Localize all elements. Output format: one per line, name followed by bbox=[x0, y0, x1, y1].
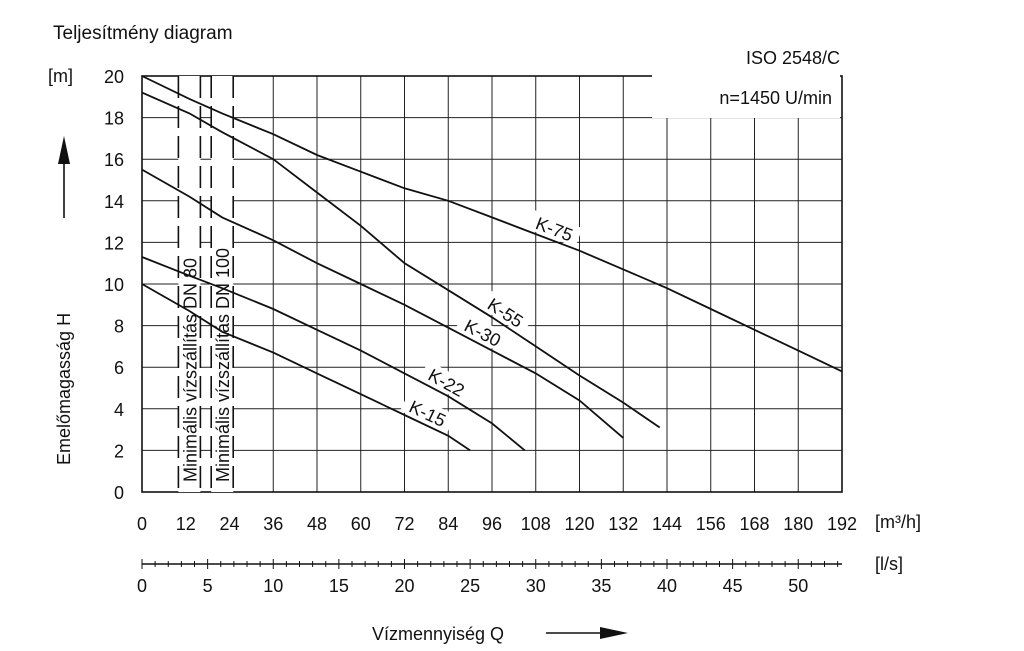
y-tick-label: 16 bbox=[104, 150, 124, 170]
x-tick-label: 108 bbox=[521, 514, 551, 534]
series-line-k-15 bbox=[141, 283, 471, 452]
x-tick-label: 120 bbox=[564, 514, 594, 534]
y-unit-label: [m] bbox=[48, 66, 73, 86]
x2-tick-label: 50 bbox=[788, 576, 808, 596]
y-tick-label: 0 bbox=[114, 483, 124, 503]
y-tick-labels: 0 2 4 6 8 10 12 14 16 18 20 bbox=[104, 67, 124, 503]
min-flow-band bbox=[178, 76, 201, 492]
y-tick-label: 10 bbox=[104, 275, 124, 295]
x-tick-label: 60 bbox=[351, 514, 371, 534]
x-tick-label: 0 bbox=[137, 514, 147, 534]
y-tick-label: 2 bbox=[114, 441, 124, 461]
y-tick-label: 8 bbox=[114, 317, 124, 337]
series-labels: K-75K-55K-30K-22K-15 bbox=[400, 209, 583, 434]
standard-annotation: ISO 2548/C bbox=[746, 48, 840, 68]
x2-tick-label: 40 bbox=[657, 576, 677, 596]
x-tick-label: 192 bbox=[827, 514, 857, 534]
series-line-k-75 bbox=[141, 75, 843, 373]
series-label-bg bbox=[419, 360, 475, 404]
x-tick-label: 156 bbox=[696, 514, 726, 534]
x-tick-label: 168 bbox=[739, 514, 769, 534]
min-flow-band bbox=[211, 76, 234, 492]
min-flow-markers: Minimális vízszállítás DN 80 Minimális ví… bbox=[177, 76, 235, 492]
x-tick-label: 144 bbox=[652, 514, 682, 534]
x-arrow-head bbox=[600, 627, 628, 639]
series-label-bg bbox=[455, 311, 511, 354]
x-tick-label: 180 bbox=[783, 514, 813, 534]
y-tick-label: 12 bbox=[104, 233, 124, 253]
annotation-box bbox=[652, 40, 840, 118]
secondary-x-axis: 0 5 10 15 20 25 30 35 40 45 50 bbox=[137, 559, 842, 596]
x-tick-label: 132 bbox=[608, 514, 638, 534]
x-tick-label: 12 bbox=[176, 514, 196, 534]
x-axis-arrow bbox=[546, 627, 628, 639]
y-tick-label: 20 bbox=[104, 67, 124, 87]
series-label-bg bbox=[526, 209, 583, 247]
y-axis-arrow bbox=[58, 136, 70, 218]
y-arrow-head bbox=[58, 136, 70, 164]
min-flow-label: Minimális vízszállítás DN 80 bbox=[180, 258, 200, 482]
x2-tick-label: 45 bbox=[723, 576, 743, 596]
x-tick-label: 84 bbox=[438, 514, 458, 534]
x2-tick-label: 10 bbox=[263, 576, 283, 596]
min-flow-label: Minimális vízszállítás DN 100 bbox=[213, 248, 233, 482]
x-tick-label: 36 bbox=[263, 514, 283, 534]
series-line-k-30 bbox=[141, 168, 624, 439]
x2-tick-label: 30 bbox=[526, 576, 546, 596]
y-tick-label: 14 bbox=[104, 192, 124, 212]
x2-tick-label: 25 bbox=[460, 576, 480, 596]
x2-tick-label: 5 bbox=[203, 576, 213, 596]
x-tick-label: 72 bbox=[394, 514, 414, 534]
y-axis-title: Emelőmagasság H bbox=[54, 313, 74, 465]
y-tick-label: 6 bbox=[114, 358, 124, 378]
x-tick-label: 24 bbox=[219, 514, 239, 534]
x-unit-label: [m³/h] bbox=[875, 512, 921, 532]
x-axis-title: Vízmennyiség Q bbox=[372, 624, 504, 644]
series-curves bbox=[141, 75, 843, 452]
series-label-bg bbox=[400, 392, 456, 434]
grid bbox=[141, 75, 843, 493]
x-tick-label: 48 bbox=[307, 514, 327, 534]
x2-tick-label: 35 bbox=[591, 576, 611, 596]
series-line-k-55 bbox=[141, 91, 661, 429]
chart-title: Teljesítmény diagram bbox=[53, 23, 233, 44]
x2-tick-label: 0 bbox=[137, 576, 147, 596]
series-label-bg bbox=[478, 289, 534, 335]
x2-tick-label: 20 bbox=[394, 576, 414, 596]
x2-tick-label: 15 bbox=[329, 576, 349, 596]
y-tick-label: 18 bbox=[104, 109, 124, 129]
x-tick-label: 96 bbox=[482, 514, 502, 534]
x2-unit-label: [l/s] bbox=[875, 554, 903, 574]
x-tick-labels: 0 12 24 36 48 60 72 84 96 108 120 132 144 156 168 180 19… bbox=[137, 514, 857, 534]
series-line-k-22 bbox=[141, 256, 526, 452]
y-tick-label: 4 bbox=[114, 400, 124, 420]
speed-annotation: n=1450 U/min bbox=[719, 88, 832, 108]
